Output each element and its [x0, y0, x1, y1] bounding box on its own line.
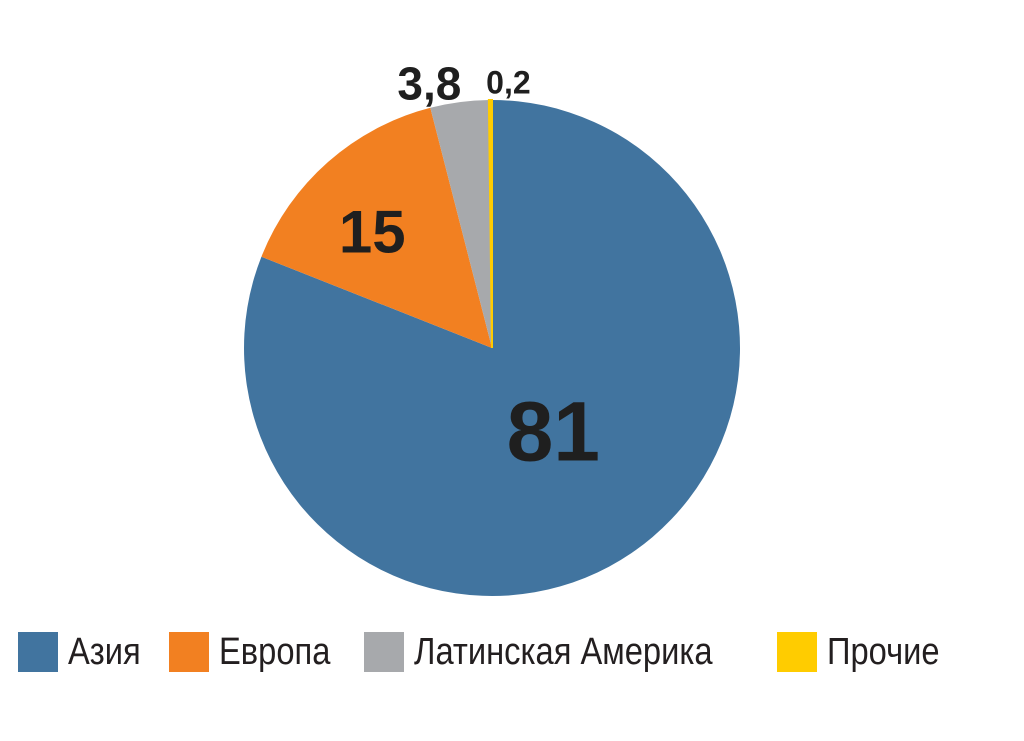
pie-value-labels: 81 15 3,8 0,2	[339, 57, 600, 478]
legend-item-europe: Европа	[168, 630, 330, 674]
legend-swatch-other	[777, 632, 818, 672]
legend-item-latin-america: Латинская Америка	[364, 631, 741, 674]
legend-label-latin-america: Латинская Америка	[414, 630, 713, 673]
pie-slice-other	[487, 98, 493, 349]
legend-swatch-europe	[168, 632, 209, 672]
legend-label-asia: Азия	[68, 630, 141, 673]
legend-label-europe: Европа	[218, 630, 330, 673]
pie-slice-europe	[261, 107, 492, 348]
pie-value-label-asia: 81	[507, 384, 600, 478]
pie-slice-latin-america	[430, 100, 492, 349]
legend-swatch-asia	[18, 632, 58, 672]
pie-value-label-europe: 15	[339, 199, 406, 266]
legend-swatch-latin-america	[364, 632, 405, 672]
legend-item-other: Прочие	[777, 630, 940, 674]
legend-item-asia: Азия	[18, 631, 141, 674]
legend: Азия Европа Латинская Америка Прочие	[18, 626, 974, 678]
legend-label-other: Прочие	[827, 630, 940, 673]
pie-slices	[244, 98, 741, 596]
pie-value-label-latin-america: 3,8	[397, 57, 461, 109]
pie-value-label-other: 0,2	[486, 64, 530, 100]
